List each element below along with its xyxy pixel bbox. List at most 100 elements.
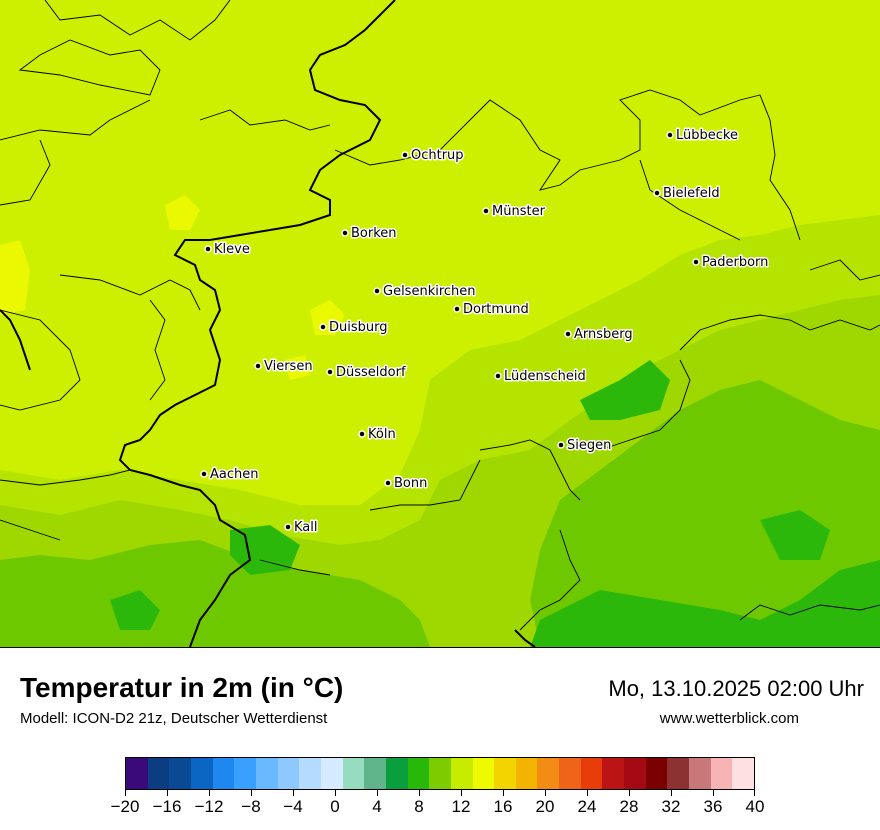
colorbar-segment [385,758,408,789]
colorbar-segment [537,758,560,789]
city-duisburg: Duisburg [319,319,389,337]
city-kall: Kall [284,519,319,537]
colorbar-tick [754,790,755,796]
colorbar-segment [472,758,495,789]
city-dot [557,441,565,449]
colorbar-tick [125,790,126,796]
city-münster: Münster [482,203,547,221]
temperature-zone-coolest [110,360,880,647]
city-dot [200,470,208,478]
city-dot [653,189,661,197]
city-dot [254,362,262,370]
colorbar-tick-label: −20 [110,797,140,816]
colorbar-tick [419,790,420,796]
city-düsseldorf: Düsseldorf [326,364,407,382]
city-kleve: Kleve [204,241,251,259]
colorbar-segment [126,758,148,789]
colorbar-segment [580,758,603,789]
temperature-zone-cooler [0,380,880,647]
city-label: Kall [294,520,318,535]
city-label: Ochtrup [411,148,464,163]
colorbar-tick-label: −16 [152,797,182,816]
city-label: Gelsenkirchen [383,284,476,299]
city-arnsberg: Arnsberg [564,326,634,344]
city-label: Münster [492,204,546,219]
city-ochtrup: Ochtrup [401,147,465,165]
colorbar-segment [689,758,711,789]
colorbar-tick-label: −12 [194,797,224,816]
colorbar-tick [377,790,378,796]
colorbar-segment [234,758,256,789]
model-source: Modell: ICON-D2 21z, Deutscher Wetterdie… [20,710,328,727]
colorbar-tick-label: 32 [661,797,681,816]
city-köln: Köln [358,426,397,444]
city-bonn: Bonn [384,475,429,493]
colorbar-segment [710,758,733,789]
regional-borders [0,0,880,631]
colorbar-tick-label: 16 [493,797,513,816]
temperature-colorbar [125,757,755,790]
colorbar-segment [277,758,300,789]
city-lüdenscheid: Lüdenscheid [494,368,587,386]
national-border [0,0,536,647]
colorbar-tick [587,790,588,796]
colorbar-tick-label: 40 [745,797,765,816]
city-dot [284,523,292,531]
colorbar-segment [515,758,538,789]
city-bielefeld: Bielefeld [653,185,721,203]
colorbar-segment [364,758,386,789]
temperature-map-svg: Lübbecke Ochtrup Bielefeld Münster Borken Kle… [0,0,880,647]
colorbar-tick [461,790,462,796]
colorbar-tick-label: 12 [451,797,471,816]
city-label: Lübbecke [676,128,738,143]
city-lübbecke: Lübbecke [666,127,739,145]
city-label: Aachen [210,467,258,482]
city-dot [453,305,461,313]
colorbar-tick [713,790,714,796]
colorbar-segment [602,758,625,789]
colorbar-segment [624,758,646,789]
website-link[interactable]: www.wetterblick.com [659,710,799,727]
colorbar-tick [293,790,294,796]
city-dot [401,151,409,159]
city-siegen: Siegen [557,437,613,455]
city-label: Paderborn [702,255,768,270]
city-dot [482,207,490,215]
city-dot [319,323,327,331]
city-dot [358,430,366,438]
colorbar-tick-label: 28 [619,797,639,816]
city-dortmund: Dortmund [453,301,530,319]
city-label: Duisburg [329,320,388,335]
city-markers: Lübbecke Ochtrup Bielefeld Münster Borken Kle… [200,127,770,537]
city-label: Düsseldorf [336,365,406,380]
colorbar-tick [545,790,546,796]
colorbar-segment [407,758,430,789]
colorbar-tick-label: 36 [703,797,723,816]
city-dot [494,372,502,380]
city-label: Köln [368,427,396,442]
city-dot [564,330,572,338]
city-label: Borken [351,226,397,241]
colorbar-tick [335,790,336,796]
colorbar-segment [212,758,235,789]
colorbar-segment [147,758,170,789]
map-title: Temperatur in 2m (in °C) [20,672,344,703]
colorbar-segment [342,758,365,789]
city-aachen: Aachen [200,466,260,484]
colorbar-tick [503,790,504,796]
city-label: Bonn [394,476,427,491]
city-label: Bielefeld [663,186,720,201]
weather-map: Lübbecke Ochtrup Bielefeld Münster Borken Kle… [0,0,880,648]
colorbar-tick-label: −8 [241,797,261,816]
city-dot [341,229,349,237]
city-paderborn: Paderborn [692,254,770,272]
colorbar-tick [167,790,168,796]
colorbar-tick-label: 0 [330,797,340,816]
city-viersen: Viersen [254,358,314,376]
forecast-datetime: Mo, 13.10.2025 02:00 Uhr [608,676,864,701]
city-gelsenkirchen: Gelsenkirchen [373,283,477,301]
city-label: Lüdenscheid [504,369,586,384]
city-dot [692,258,700,266]
colorbar-ticks: −20 −16 −12 −8 −4 0 4 8 12 16 20 24 28 32 36 40 [111,790,764,830]
city-label: Arnsberg [574,327,633,342]
